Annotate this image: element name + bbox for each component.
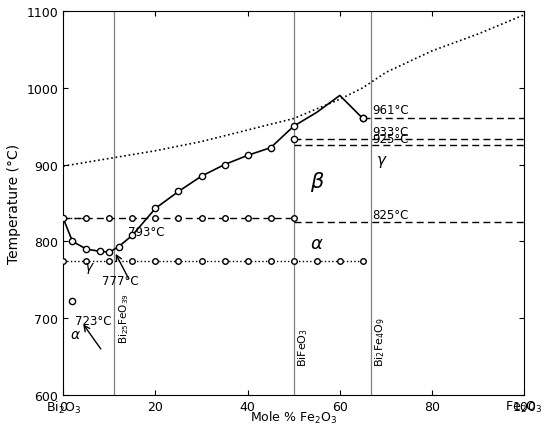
Text: 723°C: 723°C [75,314,111,327]
Text: Mole % Fe$_2$O$_3$: Mole % Fe$_2$O$_3$ [250,409,337,425]
Text: 933°C: 933°C [372,126,409,138]
Text: 825°C: 825°C [372,208,409,221]
Y-axis label: Temperature (°C): Temperature (°C) [7,144,21,264]
Text: Bi$_{25}$FeO$_{39}$: Bi$_{25}$FeO$_{39}$ [117,292,130,343]
Text: Bi$_2$Fe$_4$O$_9$: Bi$_2$Fe$_4$O$_9$ [373,316,387,366]
Text: Fe$_2$O$_3$: Fe$_2$O$_3$ [505,399,543,414]
Text: BiFeO$_3$: BiFeO$_3$ [296,327,310,366]
Text: α: α [70,327,79,341]
Text: 961°C: 961°C [372,104,409,117]
Text: 925°C: 925°C [372,132,409,145]
Text: 793°C: 793°C [128,225,164,238]
Text: γ: γ [377,152,386,167]
Text: γ: γ [85,259,94,273]
Text: α: α [311,234,323,252]
Text: β: β [310,172,323,192]
Text: 777°C: 777°C [102,275,139,288]
Text: Bi$_2$O$_3$: Bi$_2$O$_3$ [46,399,81,415]
